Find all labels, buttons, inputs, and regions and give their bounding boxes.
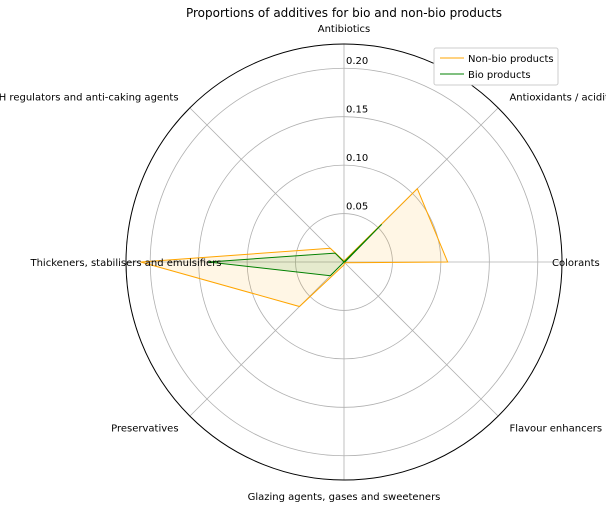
radial-tick-label: 0.20 [346,56,368,67]
legend-label-non-bio: Non-bio products [468,54,554,65]
outer-frame [125,43,563,481]
radial-tick-label: 0.10 [346,153,368,164]
legend-label-bio: Bio products [468,70,531,81]
axis-labels: Antibiotics Antioxidants / acidity regula… [0,24,606,503]
grid-circle [198,116,490,408]
axis-label: Glazing agents, gases and sweeteners [248,492,441,503]
axis-label: Antioxidants / acidity regulators [509,93,606,104]
axis-label: pH regulators and anti-caking agents [0,93,179,104]
axis-label: Flavour enhancers [509,423,602,434]
axis-label: Antibiotics [318,24,371,35]
polar-grid [125,43,563,481]
radial-tick-label: 0.15 [346,105,368,116]
grid-circle [149,67,539,457]
series-line-1 [208,223,383,277]
series-layer [140,187,449,308]
radial-tick-labels: 0.05 0.10 0.15 0.20 [346,56,368,212]
spoke-line [189,107,345,263]
legend-frame [433,47,559,86]
series-fill-0 [140,188,448,307]
radial-tick-label: 0.05 [346,202,368,213]
axis-label: Colorants [552,258,600,269]
chart-title: Proportions of additives for bio and non… [186,6,502,20]
legend: Non-bio products Bio products [433,47,559,86]
series-fill-1 [208,224,382,276]
axis-label: Preservatives [111,423,178,434]
spoke-line [343,261,499,417]
axis-label: Thickeners, stabilisers and emulsifiers [29,258,221,269]
series-line-0 [140,187,449,308]
spoke-line [189,261,345,417]
